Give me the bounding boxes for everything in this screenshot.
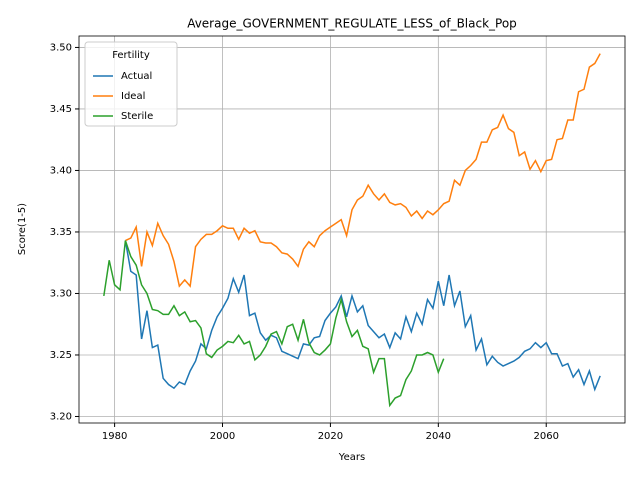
legend-label: Ideal: [121, 91, 145, 102]
plot-frame: [78, 35, 626, 424]
y-tick-label: 3.20: [50, 411, 72, 422]
chart-title: Average_GOVERNMENT_REGULATE_LESS_of_Blac…: [187, 17, 517, 31]
y-tick-label: 3.45: [50, 104, 72, 115]
y-tick-label: 3.35: [50, 227, 72, 238]
x-tick-label: 1980: [102, 431, 127, 442]
legend-label: Sterile: [121, 111, 153, 122]
x-tick-label: 2020: [318, 431, 343, 442]
series-line: [124, 240, 601, 392]
x-tick-label: 2000: [210, 431, 235, 442]
legend-box: [84, 41, 178, 127]
series-line: [125, 53, 601, 288]
x-axis-label: Years: [338, 452, 365, 463]
x-tick-label: 2040: [426, 431, 451, 442]
series-line: [103, 240, 445, 408]
y-tick-label: 3.40: [50, 165, 72, 176]
legend-label: Actual: [121, 71, 152, 82]
y-tick-label: 3.25: [50, 350, 72, 361]
y-tick-label: 3.50: [50, 42, 72, 53]
y-tick-label: 3.30: [50, 288, 72, 299]
x-tick-label: 2060: [534, 431, 559, 442]
legend-title: Fertility: [112, 50, 150, 61]
y-axis-label: Score(1-5): [17, 203, 28, 255]
